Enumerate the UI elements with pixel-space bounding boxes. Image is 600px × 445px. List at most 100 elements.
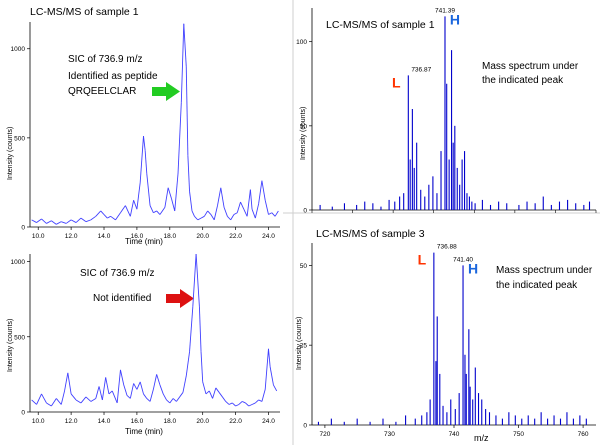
series-segment [223, 207, 228, 217]
series-segment [105, 377, 110, 395]
x-tick-label: 740 [449, 431, 460, 438]
plot-area: 0 500 1000 10.0 12.0 14.0 16.0 18.0 20.0 22.0 24.0 [11, 253, 280, 425]
series-segment [251, 402, 256, 405]
not-identified-label: Not identified [93, 293, 151, 304]
series-segment [108, 390, 113, 395]
series-segment [101, 377, 107, 401]
series-segment [95, 210, 102, 217]
series-segment [70, 219, 77, 223]
annotation-line-2: the indicated peak [482, 75, 564, 86]
series-segment [136, 381, 141, 390]
series-segment [90, 215, 97, 221]
series-segment [146, 398, 151, 402]
peptide-label: QRQEELCLAR [68, 86, 136, 97]
y-tick-label: 1000 [11, 46, 26, 53]
x-tick-label: 22.0 [229, 418, 242, 425]
series-segment [271, 212, 276, 217]
y-axis-label: Intensity (counts) [7, 127, 14, 180]
series-segment [208, 390, 213, 399]
series-segment [268, 212, 272, 215]
x-tick-label: 24.0 [262, 233, 275, 240]
series-segment [215, 387, 220, 393]
panel-bottom-left: SIC of 736.9 m/z Not identified 0 500 1000… [7, 253, 280, 436]
series-segment [124, 205, 131, 217]
series-segment [177, 102, 182, 174]
x-tick-label: 12.0 [65, 418, 78, 425]
annotation-line-1: Mass spectrum under [496, 265, 593, 276]
series-segment [98, 386, 103, 401]
series-segment [176, 396, 181, 402]
sic-label: SIC of 736.9 m/z [80, 268, 154, 279]
series-segment [218, 392, 223, 398]
y-tick-label: 25 [300, 343, 308, 350]
series-segment [189, 306, 194, 352]
red-arrow [166, 289, 194, 308]
series-segment [254, 203, 260, 219]
series-segment [133, 200, 138, 210]
y-tick-label: 50 [300, 263, 308, 270]
series-segment [103, 214, 108, 219]
y-tick-label: 0 [21, 410, 25, 417]
series-segment [227, 215, 231, 221]
series-segment [159, 384, 164, 395]
series-segment [136, 182, 141, 210]
series-segment [255, 399, 259, 404]
series-segment [126, 395, 131, 399]
y-tick-label: 50 [300, 123, 308, 130]
x-axis-label: Time (min) [125, 427, 163, 436]
series-segment [258, 180, 263, 204]
series-segment [80, 396, 87, 404]
series-segment [231, 402, 236, 407]
peak-tag-h: H [450, 11, 460, 27]
series-segment [123, 384, 128, 396]
series-segment [31, 219, 37, 223]
x-tick-label: 20.0 [196, 233, 209, 240]
series-segment [197, 217, 202, 221]
series-segment [100, 210, 105, 215]
series-segment [55, 398, 62, 405]
x-tick-label: 16.0 [131, 418, 144, 425]
series-segment [162, 393, 167, 401]
series-segment [261, 389, 266, 402]
series-segment [235, 404, 240, 407]
series-segment [185, 351, 190, 376]
series-segment [222, 396, 227, 402]
panel-top-left: LC-MS/MS of sample 1 SIC of 736.9 m/z Id… [7, 6, 280, 246]
series-segment [75, 217, 82, 223]
series-segment [200, 351, 204, 382]
y-axis-label: Intensity (counts) [7, 319, 14, 372]
peak-tag-h: H [468, 260, 478, 276]
peak-mz-label: 741.40 [453, 256, 473, 263]
series-segment [64, 372, 69, 392]
plot-area: 0 25 50 720 730 740 750 760 736.88 L 741.40H [300, 243, 596, 438]
x-tick-label: 24.0 [262, 418, 275, 425]
series-segment [238, 401, 243, 405]
series-segment [205, 390, 210, 395]
series-segment [248, 404, 253, 407]
x-tick-label: 12.0 [65, 233, 78, 240]
series-segment [233, 212, 238, 215]
series-segment [144, 150, 148, 174]
series-segment [236, 201, 241, 213]
plot-area: 0 50 100 736.87 L 741.39H [296, 7, 597, 215]
series-segment [60, 390, 65, 405]
sic-label: SIC of 736.9 m/z [68, 54, 142, 65]
series-segment [85, 219, 92, 223]
series-segment [212, 387, 217, 399]
series-segment [110, 215, 116, 221]
x-tick-label: 10.0 [32, 418, 45, 425]
y-tick-label: 100 [296, 39, 307, 46]
series-segment [51, 398, 57, 407]
series-segment [192, 253, 197, 307]
series-segment [120, 205, 126, 213]
series-segment [153, 210, 157, 214]
y-tick-label: 500 [14, 334, 25, 341]
series-segment [207, 210, 212, 215]
series-segment [111, 390, 118, 404]
y-tick-label: 1000 [11, 259, 26, 266]
series-segment [241, 401, 246, 404]
x-tick-label: 720 [319, 431, 330, 438]
series-segment [70, 393, 77, 401]
series-segment [261, 180, 266, 201]
